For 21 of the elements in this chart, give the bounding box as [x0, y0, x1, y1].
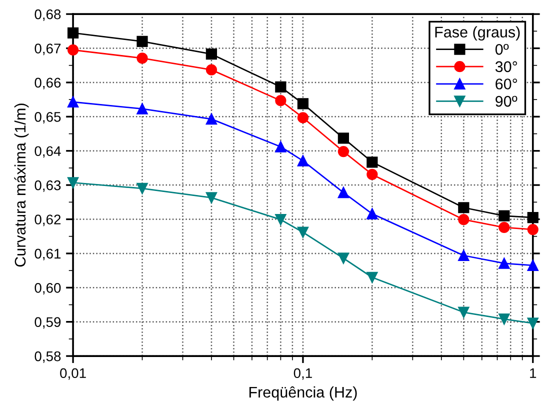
- legend-label: 90º: [496, 96, 518, 107]
- y-tick-label: 0,66: [34, 78, 61, 90]
- legend-title: Fase (graus): [435, 26, 520, 41]
- legend-label: 0º: [495, 44, 509, 55]
- y-tick-label: 0,65: [34, 112, 61, 124]
- x-tick-label: 0,01: [60, 368, 86, 380]
- y-tick-label: 0,68: [34, 9, 61, 21]
- y-tick-label: 0,61: [34, 248, 61, 260]
- y-tick-label: 0,59: [34, 317, 61, 329]
- y-axis-title: Curvatura máxima (1/m): [14, 104, 29, 267]
- x-axis-title: Freqüência (Hz): [249, 386, 357, 401]
- legend-label: 30°: [495, 61, 518, 72]
- y-tick-label: 0,64: [34, 146, 61, 158]
- y-tick-label: 0,67: [34, 44, 61, 56]
- x-tick-label: 0,1: [294, 368, 312, 380]
- legend-label: 60°: [496, 78, 518, 90]
- y-tick-label: 0,63: [34, 180, 61, 192]
- y-tick-label: 0,58: [34, 351, 61, 363]
- y-tick-label: 0,62: [34, 214, 61, 226]
- y-tick-label: 0,60: [34, 282, 61, 294]
- x-tick-label: 1: [530, 368, 536, 378]
